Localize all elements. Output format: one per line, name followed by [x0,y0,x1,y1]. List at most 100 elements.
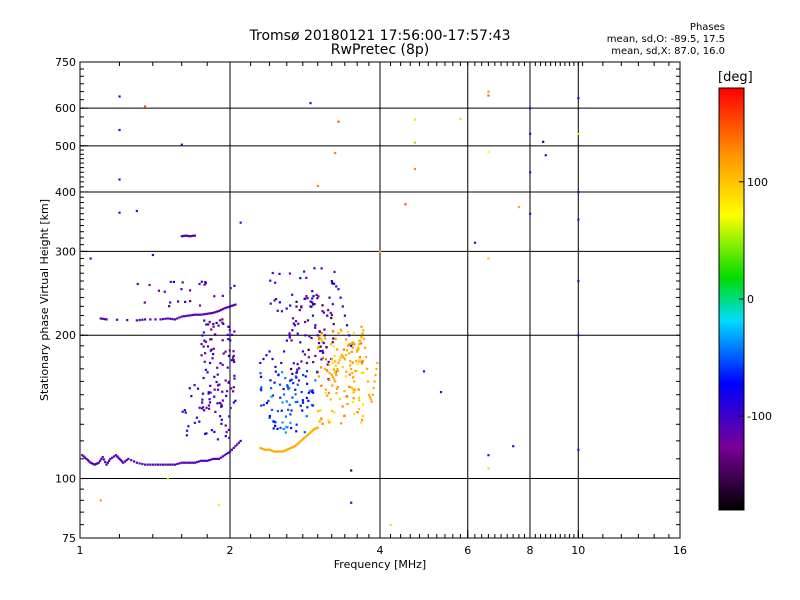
cluster-point [260,404,263,407]
cluster-point [351,361,354,364]
trace-point [182,315,186,318]
trace-point [85,457,88,461]
trace-point [225,452,228,456]
trace-point [330,374,333,377]
cluster-point [190,395,193,398]
trace-point [227,451,230,454]
cluster-point [143,301,146,304]
cluster-point [169,301,172,304]
trace-point [171,463,174,466]
scatter-point [577,132,580,135]
cluster-point [281,371,284,374]
trace-point [316,426,319,429]
x-tick-label: 4 [377,544,384,557]
trace-point [263,448,267,451]
cluster-point [201,392,205,395]
cluster-point [201,406,205,409]
trace-point [309,305,312,308]
cluster-point [292,382,295,385]
cluster-point [320,384,323,387]
cluster-point [224,435,227,438]
trace-point [105,463,108,466]
x-tick-label: 2 [227,544,234,557]
cluster-point [339,328,342,331]
trace-point [210,312,213,315]
cluster-point [290,378,293,381]
cluster-point [228,349,231,352]
trace-point [291,446,294,449]
trace-point [195,460,199,464]
cluster-point [313,267,316,270]
trace-point [215,310,219,313]
cluster-point [310,336,313,340]
cluster-point [221,363,224,366]
cluster-point [360,362,364,365]
cluster-point [225,390,229,393]
trace-point [227,305,230,309]
trace-point [323,334,327,337]
cluster-point [320,334,323,337]
trace-point [317,341,321,345]
cluster-point [168,305,171,308]
cluster-point [231,356,235,359]
cluster-point [227,325,230,328]
trace-point [178,462,181,465]
cluster-point [356,411,359,414]
cluster-point [356,362,359,366]
cluster-point [213,375,216,378]
trace-point [109,457,112,461]
cluster-point [319,337,322,340]
cluster-point [181,281,184,284]
trace-point [291,329,294,332]
cluster-point [288,336,291,339]
cluster-point [333,354,336,358]
trace-point [260,447,264,450]
cluster-point [327,309,330,312]
scatter-point [529,107,532,110]
scatter-point [316,184,319,188]
scatter-point [473,241,477,244]
trace-point [375,367,378,371]
trace-point [334,380,337,383]
cluster-point [340,329,343,333]
scatter-point [309,102,312,105]
cluster-point [295,430,298,433]
trace-point [164,463,167,466]
cluster-point [227,354,231,358]
cluster-point [210,429,214,432]
trace-point [229,450,232,453]
trace-point [326,369,329,373]
trace-point [328,371,331,375]
trace-point [178,316,181,319]
cluster-point [358,360,361,363]
cluster-point [220,418,223,421]
cluster-point [333,270,336,274]
trace-point [206,459,209,462]
trace-point [376,361,379,365]
trace-point [99,317,102,320]
trace-point [271,357,274,361]
cluster-point [221,399,224,402]
cluster-point [229,406,232,410]
trace-point [348,352,351,355]
phases-o-stats: mean, sd,O: -89.5, 17.5 [606,34,725,45]
trace-point [341,305,344,308]
trace-point [230,304,233,307]
cluster-point [187,425,190,428]
cluster-point [189,299,192,303]
chart-subtitle: RwPretec (8p) [330,42,430,58]
trace-point [266,448,270,451]
scatter-point [118,128,121,132]
trace-point [111,456,114,459]
trace-point [159,463,162,466]
cluster-point [262,403,265,407]
trace-point [198,313,201,316]
cluster-point [201,398,204,401]
trace-point [373,380,376,383]
cluster-point [183,409,186,412]
cluster-point [296,368,299,371]
cluster-point [216,388,220,391]
cluster-point [196,387,200,390]
cluster-point [282,387,285,391]
trace-point [296,332,299,335]
